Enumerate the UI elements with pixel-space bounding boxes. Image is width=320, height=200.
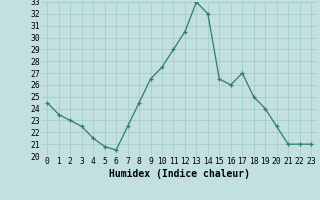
X-axis label: Humidex (Indice chaleur): Humidex (Indice chaleur) (109, 169, 250, 179)
